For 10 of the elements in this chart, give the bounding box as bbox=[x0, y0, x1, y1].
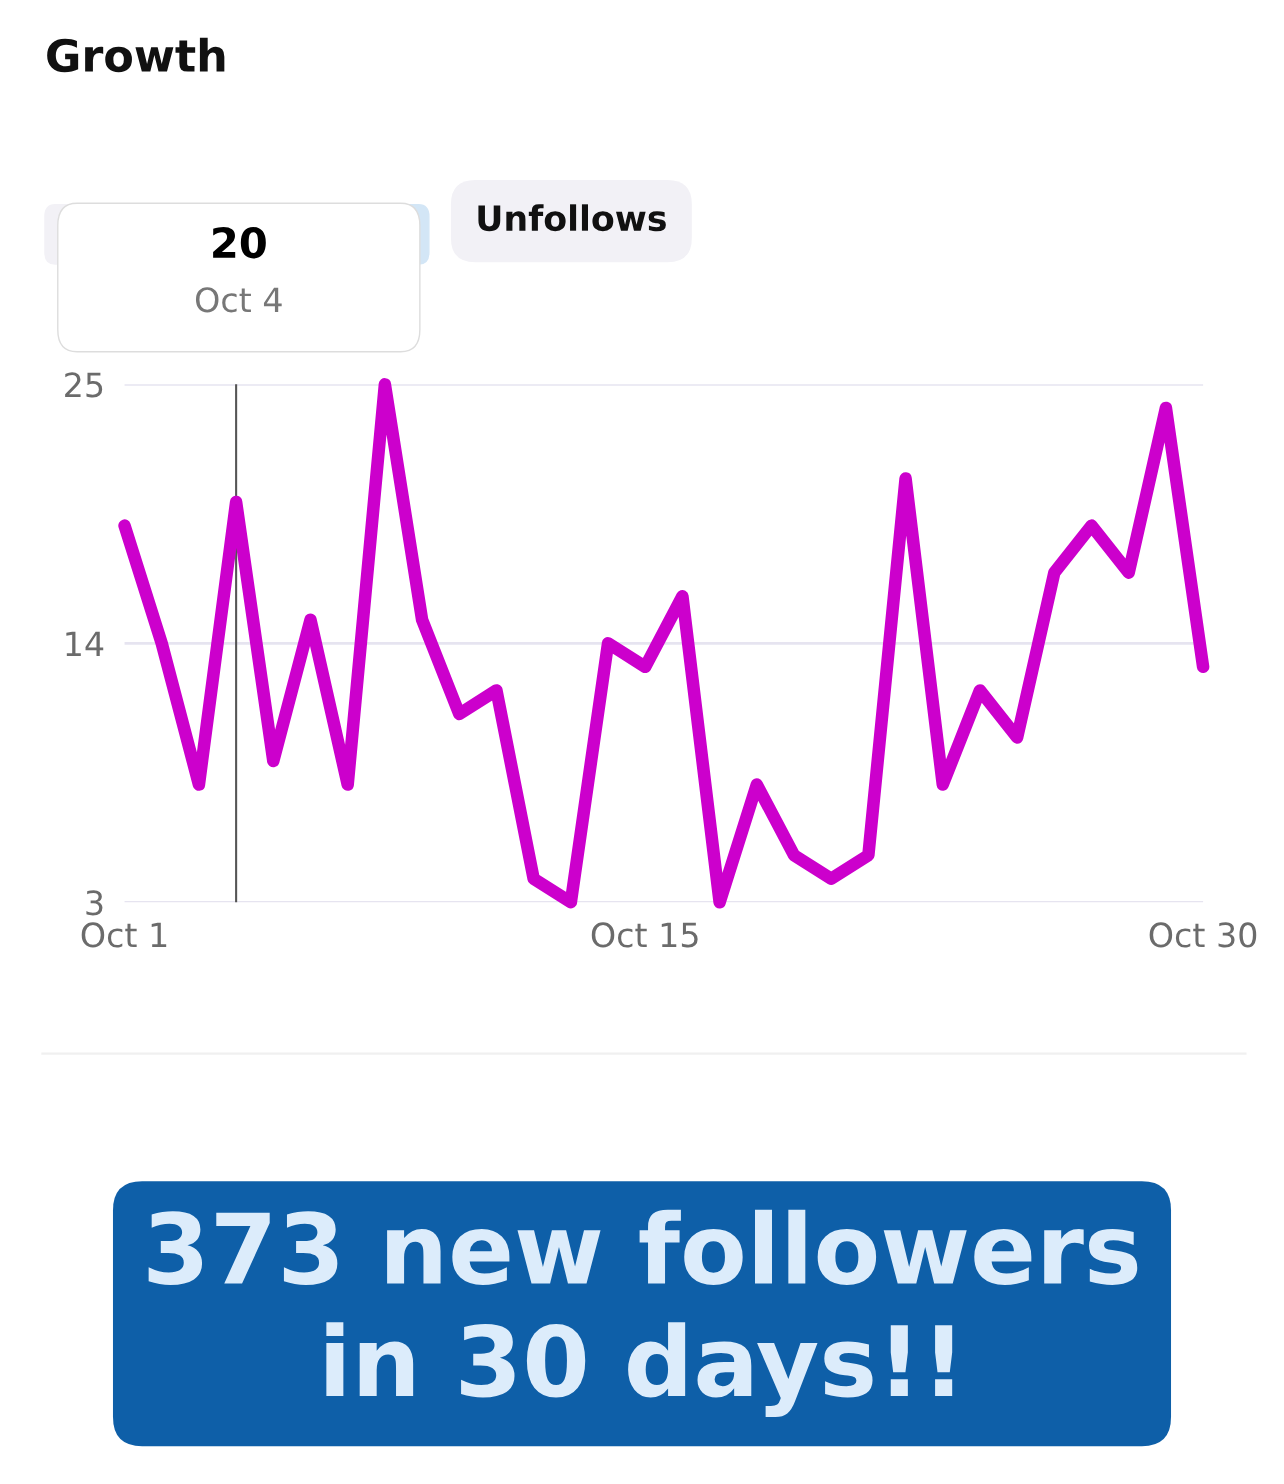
y-tick-label: 25 bbox=[65, 372, 103, 398]
x-tick-label: Oct 30 bbox=[1149, 922, 1257, 948]
y-tick-label: 3 bbox=[86, 890, 103, 916]
chart-title: Growth bbox=[47, 37, 225, 73]
text: Unfollows bbox=[478, 204, 666, 232]
y-tick-label: 14 bbox=[66, 631, 104, 656]
x-tick-label: Oct 15 bbox=[591, 922, 698, 948]
text: 20 Oct 4 bbox=[195, 226, 282, 313]
x-tick-label: Oct 1 bbox=[81, 922, 167, 948]
text: 373 new followers in 30 days!! bbox=[148, 1209, 1138, 1418]
